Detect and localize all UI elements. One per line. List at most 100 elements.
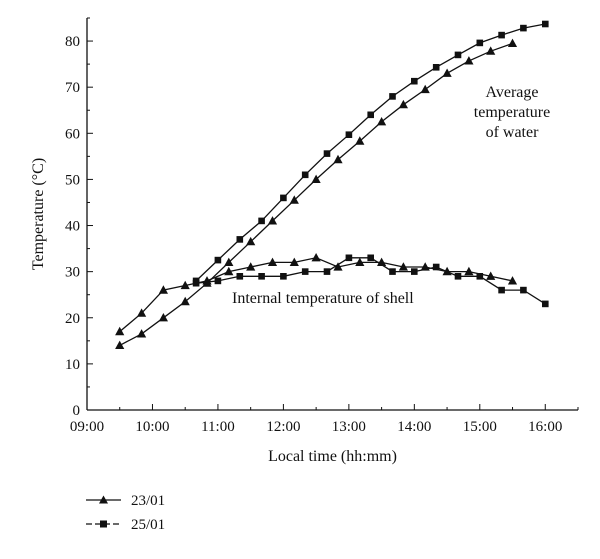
data-point-triangle (398, 262, 408, 271)
data-point-square (301, 268, 309, 275)
data-point-triangle (333, 154, 343, 164)
data-point-square (542, 300, 549, 308)
data-point-square (432, 263, 440, 271)
x-tick-label: 11:00 (201, 419, 235, 435)
data-point-square (236, 236, 244, 243)
data-point-triangle (224, 257, 234, 266)
data-point-square (432, 64, 440, 71)
data-point-triangle (158, 313, 168, 322)
data-point-triangle (137, 329, 147, 338)
legend-marker-23-01 (99, 495, 108, 504)
legend-label-25-01: 25/01 (131, 517, 165, 533)
data-point-square (367, 254, 374, 262)
data-point-square (280, 194, 287, 202)
annotation-water-line2: temperature (474, 104, 550, 121)
data-point-square (476, 39, 484, 47)
axes: 0 10 20 30 40 50 60 70 80 09:00 10:00 11:00 12:00 13:… (30, 17, 579, 465)
annotations: Average temperature of water Internal te… (232, 84, 550, 307)
y-tick-label: 40 (65, 219, 80, 235)
data-point-square (214, 256, 222, 264)
y-tick-label: 70 (65, 80, 80, 96)
series-25-01 (192, 20, 549, 308)
data-point-square (280, 273, 287, 280)
data-point-triangle (311, 253, 321, 262)
data-point-triangle (464, 56, 474, 65)
data-point-square (411, 77, 418, 85)
data-point-triangle (115, 340, 125, 349)
data-point-triangle (355, 257, 365, 266)
data-point-triangle (224, 266, 234, 276)
data-point-triangle (507, 38, 518, 47)
data-point-square (323, 268, 331, 275)
data-point-square (192, 279, 200, 287)
data-point-triangle (267, 216, 278, 225)
data-point-square (345, 131, 353, 138)
data-point-triangle (289, 257, 299, 266)
legend-item-25-01: 25/01 (86, 517, 165, 533)
legend-marker-25-01 (100, 520, 107, 528)
y-tick-label: 10 (65, 357, 80, 373)
series-23-01 (115, 38, 518, 349)
annotation-shell: Internal temperature of shell (232, 290, 414, 307)
data-point-triangle (267, 257, 278, 266)
y-tick-label: 80 (65, 34, 80, 50)
y-tick-label: 30 (65, 265, 80, 281)
legend-label-23-01: 23/01 (131, 493, 165, 509)
data-point-triangle (115, 326, 125, 336)
data-point-square (542, 20, 549, 28)
data-point-triangle (311, 174, 321, 183)
data-point-square (389, 268, 396, 275)
data-point-square (236, 273, 244, 280)
series-layer (115, 20, 549, 349)
data-point-triangle (137, 308, 147, 317)
data-point-triangle (486, 46, 496, 55)
data-point-square (454, 273, 462, 280)
data-point-square (520, 24, 527, 32)
y-tick-label: 0 (73, 403, 81, 419)
data-point-square (389, 93, 396, 100)
data-point-triangle (158, 285, 168, 294)
y-tick-label: 50 (65, 172, 80, 188)
annotation-water-line3: of water (486, 124, 540, 141)
data-point-square (345, 254, 353, 262)
y-tick-label: 20 (65, 311, 80, 327)
data-point-triangle (180, 280, 190, 290)
x-tick-label: 10:00 (135, 419, 169, 435)
data-point-triangle (377, 117, 387, 126)
x-axis-title: Local time (hh:mm) (268, 448, 397, 465)
data-point-square (367, 111, 374, 119)
data-point-square (520, 286, 527, 294)
data-point-square (411, 268, 418, 275)
data-point-square (301, 171, 309, 179)
annotation-water-line1: Average (486, 84, 539, 101)
legend: 23/01 25/01 (86, 493, 165, 533)
data-point-triangle (507, 276, 518, 285)
data-point-square (323, 150, 331, 157)
y-axis-title: Temperature (°C) (30, 158, 47, 270)
data-point-triangle (333, 262, 343, 271)
x-tick-label: 15:00 (463, 419, 497, 435)
data-point-square (258, 217, 265, 225)
data-point-triangle (420, 84, 430, 94)
data-point-square (214, 277, 222, 285)
data-point-square (498, 286, 505, 294)
data-point-triangle (464, 266, 474, 276)
x-tick-label: 14:00 (397, 419, 431, 435)
x-tick-label: 09:00 (70, 419, 104, 435)
data-point-triangle (246, 262, 256, 271)
data-point-triangle (246, 236, 256, 246)
y-tick-label: 60 (65, 126, 80, 142)
data-point-square (498, 31, 505, 39)
data-point-triangle (355, 136, 365, 145)
x-tick-label: 16:00 (528, 419, 562, 435)
data-point-triangle (442, 68, 452, 77)
data-point-triangle (180, 296, 190, 306)
data-point-square (476, 273, 484, 280)
legend-item-23-01: 23/01 (86, 493, 165, 509)
data-point-triangle (398, 99, 408, 109)
data-point-triangle (289, 195, 299, 204)
x-tick-label: 12:00 (266, 419, 300, 435)
x-tick-label: 13:00 (332, 419, 366, 435)
data-point-square (454, 51, 462, 59)
